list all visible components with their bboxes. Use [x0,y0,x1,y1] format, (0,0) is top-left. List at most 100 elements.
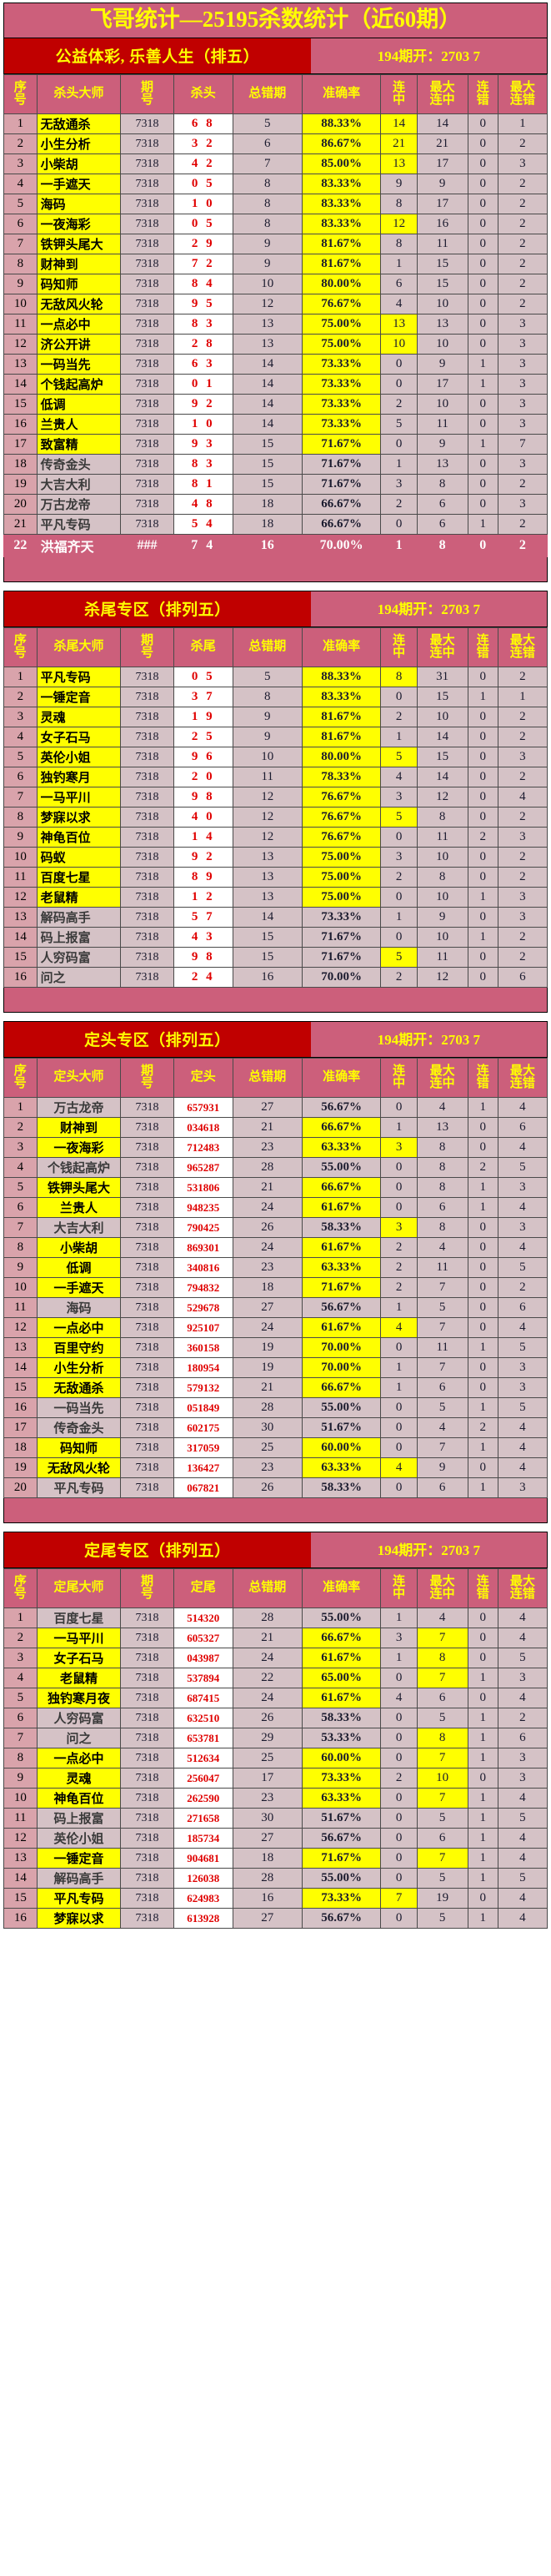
table-row[interactable]: 11 码上报富 7318 271658 30 51.67% 0 5 1 5 [3,1808,548,1829]
table-row[interactable]: 14 个钱起高炉 7318 0 1 14 73.33% 0 17 1 3 [3,374,548,395]
table-row[interactable]: 2 一锤定音 7318 3 7 8 83.33% 0 15 1 1 [3,687,548,707]
table-row[interactable]: 9 低调 7318 340816 23 63.33% 2 11 0 5 [3,1257,548,1278]
cell-streak-hit: 4 [380,767,418,787]
table-row[interactable]: 6 兰贵人 7318 948235 24 61.67% 0 6 1 4 [3,1197,548,1218]
table-row[interactable]: 1 平凡专码 7318 0 5 5 88.33% 8 31 0 2 [3,667,548,687]
table-row[interactable]: 14 码上报富 7318 4 3 15 71.67% 0 10 1 2 [3,927,548,948]
table-row[interactable]: 11 海码 7318 529678 27 56.67% 1 5 0 6 [3,1297,548,1318]
table-row[interactable]: 9 神龟百位 7318 1 4 12 76.67% 0 11 2 3 [3,827,548,848]
table-row[interactable]: 21 平凡专码 7318 5 4 18 66.67% 0 6 1 2 [3,514,548,535]
cell-streak-miss: 1 [467,887,498,908]
table-row[interactable]: 4 老鼠精 7318 537894 22 65.00% 0 7 1 3 [3,1668,548,1688]
table-row[interactable]: 12 英伦小姐 7318 185734 27 56.67% 0 6 1 4 [3,1828,548,1849]
table-row[interactable]: 1 万古龙帝 7318 657931 27 56.67% 0 4 1 4 [3,1097,548,1118]
cell-streak-miss: 0 [467,294,498,314]
table-row[interactable]: 16 一码当先 7318 051849 28 55.00% 0 5 1 5 [3,1397,548,1418]
table-row[interactable]: 11 百度七星 7318 8 9 13 75.00% 2 8 0 2 [3,867,548,888]
table-row[interactable]: 20 平凡专码 7318 067821 26 58.33% 0 6 1 3 [3,1477,548,1498]
table-row[interactable]: 2 小生分析 7318 3 2 6 86.67% 21 21 0 2 [3,133,548,154]
table-row[interactable]: 13 一码当先 7318 6 3 14 73.33% 0 9 1 3 [3,354,548,375]
table-row[interactable]: 2 一马平川 7318 605327 21 66.67% 3 7 0 4 [3,1628,548,1648]
table-row[interactable]: 14 解码高手 7318 126038 28 55.00% 0 5 1 5 [3,1868,548,1889]
table-row[interactable]: 8 一点必中 7318 512634 25 60.00% 0 7 1 3 [3,1748,548,1768]
table-row[interactable]: 6 独钓寒月 7318 2 0 11 78.33% 4 14 0 2 [3,767,548,787]
table-row[interactable]: 4 一手遮天 7318 0 5 8 83.33% 9 9 0 2 [3,174,548,194]
table-row[interactable]: 13 解码高手 7318 5 7 14 73.33% 1 9 0 3 [3,907,548,928]
table-row[interactable]: 5 独钓寒月夜 7318 687415 24 61.67% 4 6 0 4 [3,1688,548,1708]
table-row[interactable]: 8 梦寐以求 7318 4 0 12 76.67% 5 8 0 2 [3,807,548,828]
table-row[interactable]: 10 神龟百位 7318 262590 23 63.33% 0 7 1 4 [3,1788,548,1809]
cell-total-error: 8 [232,174,303,194]
table-row[interactable]: 8 财神到 7318 7 2 9 81.67% 1 15 0 2 [3,254,548,274]
table-row[interactable]: 3 小柴胡 7318 4 2 7 85.00% 13 17 0 3 [3,153,548,174]
table-row[interactable]: 7 一马平川 7318 9 8 12 76.67% 3 12 0 4 [3,787,548,808]
col-header-seq-line: 号 [13,1077,27,1090]
cell-seq: 12 [3,1828,38,1849]
section-banner-kill-head: 公益体彩, 乐善人生（排五） 194期开：2703 7 [3,38,548,74]
cell-total-error: 7 [232,153,303,174]
table-row[interactable]: 14 小生分析 7318 180954 19 70.00% 1 7 0 3 [3,1357,548,1378]
table-row[interactable]: 15 平凡专码 7318 624983 16 73.33% 7 19 0 4 [3,1888,548,1909]
table-row[interactable]: 10 无敌风火轮 7318 9 5 12 76.67% 4 10 0 2 [3,294,548,314]
table-row[interactable]: 12 一点必中 7318 925107 24 61.67% 4 7 0 4 [3,1317,548,1338]
cell-accuracy: 88.33% [301,113,382,134]
table-row[interactable]: 3 灵魂 7318 1 9 9 81.67% 2 10 0 2 [3,707,548,727]
table-row[interactable]: 3 女子石马 7318 043987 24 61.67% 1 8 0 5 [3,1648,548,1668]
cell-max-streak-hit: 5 [416,1297,468,1318]
table-row[interactable]: 2 财神到 7318 034618 21 66.67% 1 13 0 6 [3,1117,548,1138]
table-row[interactable]: 5 英伦小姐 7318 9 6 10 80.00% 5 15 0 3 [3,747,548,767]
cell-streak-hit: 3 [380,787,418,808]
table-row[interactable]: 6 一夜海彩 7318 0 5 8 83.33% 12 16 0 2 [3,214,548,234]
table-row[interactable]: 4 女子石马 7318 2 5 9 81.67% 1 14 0 2 [3,727,548,747]
section-gap [3,582,548,591]
table-row[interactable]: 15 人穷码富 7318 9 8 15 71.67% 5 11 0 2 [3,947,548,968]
cell-streak-hit: 8 [380,194,418,214]
table-row[interactable]: 18 码知师 7318 317059 25 60.00% 0 7 1 4 [3,1437,548,1458]
table-row[interactable]: 13 百里守约 7318 360158 19 70.00% 0 11 1 5 [3,1337,548,1358]
col-header-max-streak-miss-line: 最大 [509,633,535,647]
table-row[interactable]: 1 百度七星 7318 514320 28 55.00% 1 4 0 4 [3,1607,548,1628]
cell-max-streak-hit: 5 [416,1397,468,1418]
table-row[interactable]: 10 码蚁 7318 9 2 13 75.00% 3 10 0 2 [3,847,548,868]
table-row[interactable]: 12 老鼠精 7318 1 2 13 75.00% 0 10 1 3 [3,887,548,908]
table-row[interactable]: 12 济公开讲 7318 2 8 13 75.00% 10 10 0 3 [3,334,548,355]
table-row[interactable]: 3 一夜海彩 7318 712483 23 63.33% 3 8 0 4 [3,1137,548,1158]
cell-master-name: 一夜海彩 [36,1137,122,1158]
table-row[interactable]: 20 万古龙帝 7318 4 8 18 66.67% 2 6 0 3 [3,494,548,515]
cell-streak-hit: 1 [380,1357,418,1378]
table-row[interactable]: 7 大吉大利 7318 790425 26 58.33% 3 8 0 3 [3,1217,548,1238]
cell-max-streak-hit: 17 [416,374,468,395]
table-row[interactable]: 13 一锤定音 7318 904681 18 71.67% 0 7 1 4 [3,1848,548,1869]
cell-seq: 22 [3,534,38,557]
cell-issue: 7318 [120,727,174,747]
table-row[interactable]: 6 人穷码富 7318 632510 26 58.33% 0 5 1 2 [3,1708,548,1728]
table-row[interactable]: 11 一点必中 7318 8 3 13 75.00% 13 13 0 3 [3,314,548,335]
table-row[interactable]: 8 小柴胡 7318 869301 24 61.67% 2 4 0 4 [3,1237,548,1258]
table-row[interactable]: 17 致富精 7318 9 3 15 71.67% 0 9 1 7 [3,434,548,455]
col-header-issue: 期号 [120,74,174,114]
cell-master-name: 兰贵人 [36,414,122,435]
cell-issue: ### [120,534,174,557]
cell-max-streak-miss: 3 [497,494,548,515]
table-row[interactable]: 16 梦寐以求 7318 613928 27 56.67% 0 5 1 4 [3,1908,548,1929]
table-row[interactable]: 15 低调 7318 9 2 14 73.33% 2 10 0 3 [3,394,548,415]
col-header-seq-line: 序 [13,633,27,647]
table-row[interactable]: 7 铁钾头尾大 7318 2 9 9 81.67% 8 11 0 2 [3,234,548,254]
table-row[interactable]: 19 大吉大利 7318 8 1 15 71.67% 3 8 0 2 [3,474,548,495]
table-row[interactable]: 5 铁钾头尾大 7318 531806 21 66.67% 0 8 1 3 [3,1177,548,1198]
table-row[interactable]: 10 一手遮天 7318 794832 18 71.67% 2 7 0 2 [3,1277,548,1298]
table-row[interactable]: 18 传奇金头 7318 8 3 15 71.67% 1 13 0 3 [3,454,548,475]
table-row[interactable]: 9 灵魂 7318 256047 17 73.33% 2 10 0 3 [3,1768,548,1789]
cell-total-error: 14 [232,354,303,375]
table-row[interactable]: 15 无敌通杀 7318 579132 21 66.67% 1 6 0 3 [3,1377,548,1398]
table-row[interactable]: 5 海码 7318 1 0 8 83.33% 8 17 0 2 [3,194,548,214]
table-row[interactable]: 17 传奇金头 7318 602175 30 51.67% 0 4 2 4 [3,1417,548,1438]
table-row[interactable]: 22 洪福齐天 ### 7 4 16 70.00% 1 8 0 2 [3,534,548,557]
table-row[interactable]: 4 个钱起高炉 7318 965287 28 55.00% 0 8 2 5 [3,1157,548,1178]
table-row[interactable]: 16 兰贵人 7318 1 0 14 73.33% 5 11 0 3 [3,414,548,435]
table-row[interactable]: 9 码知师 7318 8 4 10 80.00% 6 15 0 2 [3,274,548,294]
table-row[interactable]: 19 无敌风火轮 7318 136427 23 63.33% 4 9 0 4 [3,1457,548,1478]
table-row[interactable]: 1 无敌通杀 7318 6 8 5 88.33% 14 14 0 1 [3,113,548,134]
table-row[interactable]: 7 问之 7318 653781 29 53.33% 0 8 1 6 [3,1728,548,1748]
table-row[interactable]: 16 问之 7318 2 4 16 70.00% 2 12 0 6 [3,967,548,988]
